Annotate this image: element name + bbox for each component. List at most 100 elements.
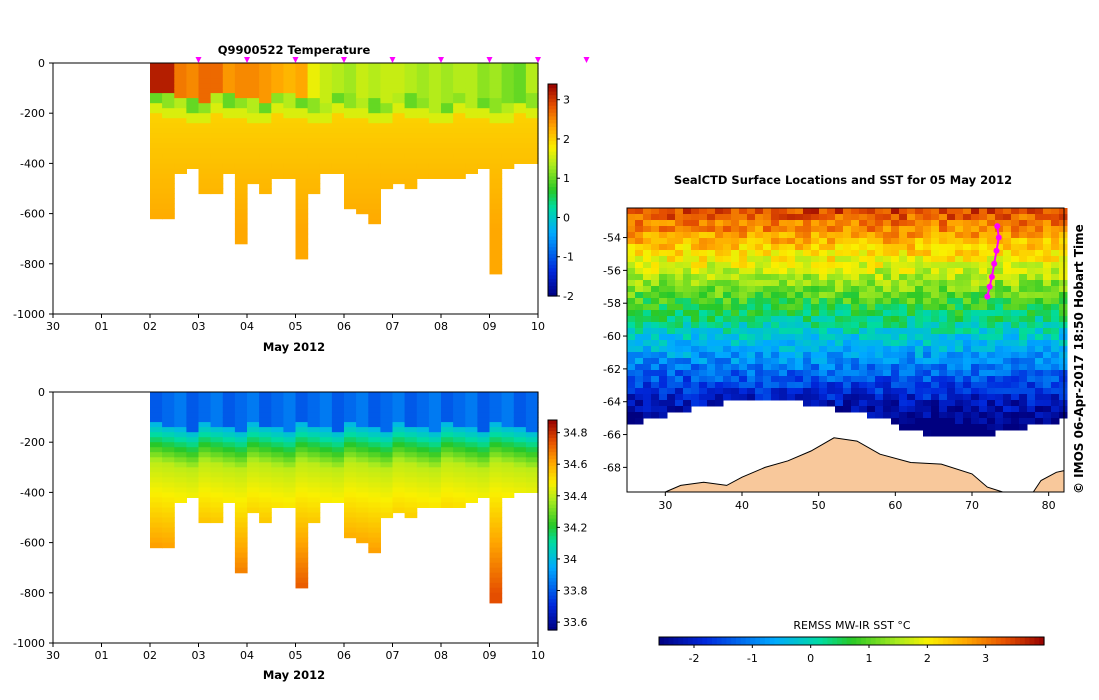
profile-cell — [368, 128, 381, 134]
sst-cell — [939, 364, 948, 371]
profile-cell — [295, 567, 309, 574]
sst-cell — [723, 214, 732, 221]
sst-cell — [987, 262, 996, 269]
profile-cell — [150, 208, 163, 215]
sst-cell — [691, 394, 700, 401]
sst-cell — [923, 292, 932, 299]
sst-cell — [915, 406, 924, 413]
profile-cell — [295, 168, 309, 174]
sst-cell — [923, 370, 932, 377]
profile-cell — [404, 88, 418, 94]
profile-cell — [392, 432, 406, 438]
sst-cell — [875, 208, 884, 215]
profile-cell — [174, 123, 187, 129]
profile-cell — [368, 462, 381, 468]
profile-cell — [162, 143, 175, 149]
sst-cell — [795, 262, 804, 269]
profile-cell — [441, 148, 454, 154]
sst-cell — [651, 208, 660, 215]
profile-cell — [453, 108, 466, 114]
sst-cell — [939, 262, 948, 269]
sst-cell — [931, 424, 940, 431]
sst-cell — [907, 250, 916, 257]
sst-cell — [691, 358, 700, 365]
sst-cell — [1059, 208, 1068, 215]
profile-cell — [416, 83, 430, 89]
sst-cell — [859, 286, 868, 293]
profile-cell — [489, 138, 503, 144]
profile-cell — [465, 457, 478, 463]
sst-cell — [947, 352, 956, 359]
sst-cell — [875, 388, 884, 395]
profile-cell — [210, 83, 224, 89]
sst-cell — [827, 262, 836, 269]
sst-cell — [891, 382, 900, 389]
sst-cell — [971, 346, 980, 353]
sst-cell — [691, 340, 700, 347]
sst-cell — [723, 316, 732, 323]
sst-cell — [715, 286, 724, 293]
sst-cell — [651, 394, 660, 401]
sst-cell — [947, 250, 956, 257]
sst-cell — [1035, 418, 1044, 425]
sst-cell — [731, 316, 740, 323]
sst-cell — [931, 328, 940, 335]
sst-cell — [723, 340, 732, 347]
sst-cell — [651, 292, 660, 299]
sst-cell — [795, 376, 804, 383]
profile-cell — [259, 93, 272, 99]
profile-cell — [234, 502, 248, 508]
sst-cell — [1019, 268, 1028, 275]
sst-colorbar-swatch — [986, 637, 992, 645]
profile-cell — [344, 98, 357, 104]
sst-cell — [923, 328, 932, 335]
sst-cell — [803, 316, 812, 323]
sst-cell — [819, 280, 828, 287]
profile-cell — [344, 417, 357, 423]
sst-cell — [715, 262, 724, 269]
profile-cell — [368, 542, 381, 549]
profile-cell — [368, 88, 381, 94]
sst-cell — [651, 232, 660, 239]
profile-cell — [247, 437, 260, 443]
sst-cell — [771, 208, 780, 215]
profile-cell — [295, 437, 309, 443]
profile-cell — [259, 422, 272, 428]
profile-cell — [222, 143, 236, 149]
sst-cell — [859, 298, 868, 305]
profile-cell — [198, 402, 212, 408]
profile-cell — [234, 522, 248, 529]
profile-cell — [234, 133, 248, 139]
x-tick-label: 07 — [386, 649, 400, 662]
sst-cell — [771, 220, 780, 227]
colorbar-swatch — [548, 267, 557, 272]
profile-cell — [477, 98, 491, 104]
profile-cell — [198, 487, 212, 493]
colorbar-swatch — [548, 500, 557, 505]
profile-cell — [247, 472, 260, 478]
sst-cell — [755, 220, 764, 227]
profile-cell — [307, 472, 321, 478]
profile-cell — [489, 422, 503, 428]
sst-cell — [787, 346, 796, 353]
profile-cell — [222, 492, 236, 498]
sst-cell — [1043, 370, 1052, 377]
profile-cell — [198, 397, 212, 403]
profile-cell — [186, 163, 200, 169]
sst-cell — [675, 226, 684, 233]
sst-cell — [667, 322, 676, 329]
profile-cell — [295, 557, 309, 564]
sst-cell — [659, 340, 668, 347]
profile-cell — [307, 183, 321, 190]
sst-cell — [915, 250, 924, 257]
sst-cell — [1059, 388, 1068, 395]
profile-cell — [283, 487, 297, 493]
sst-cell — [627, 322, 636, 329]
sst-cell — [1051, 298, 1060, 305]
sst-cell — [843, 304, 852, 311]
profile-cell — [210, 143, 224, 149]
sst-cell — [963, 280, 972, 287]
sst-cell — [979, 382, 988, 389]
profile-cell — [259, 158, 272, 164]
sst-cell — [931, 322, 940, 329]
